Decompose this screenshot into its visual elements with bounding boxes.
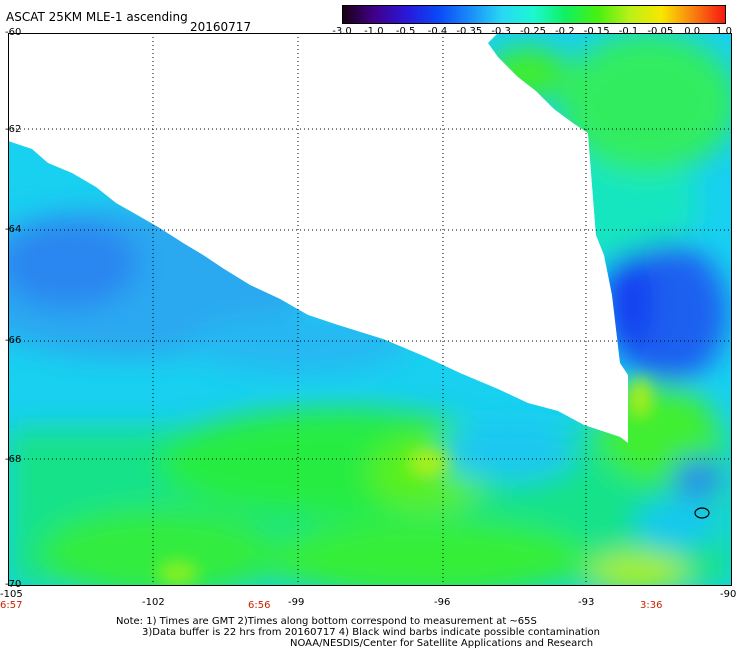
lon-label-90: -90 xyxy=(720,589,737,600)
colorbar-tick-label: -3.0 xyxy=(332,26,352,37)
time-label-mid: 6:56 xyxy=(248,600,271,611)
product-title: ASCAT 25KM MLE-1 ascending xyxy=(6,10,188,24)
product-date: 20160717 xyxy=(190,20,252,34)
lat-label-64: -64 xyxy=(5,224,22,235)
colorbar-tick-label: -0.35 xyxy=(456,26,483,37)
lat-label-68: -68 xyxy=(5,454,22,465)
time-label-right: 3:36 xyxy=(640,600,663,611)
map-frame xyxy=(8,33,732,586)
lon-label-93: -93 xyxy=(578,597,595,608)
colorbar-tick-label: 1.0 xyxy=(716,26,732,37)
data-swath xyxy=(8,33,732,586)
colorbar-tick-label: -0.15 xyxy=(583,26,610,37)
colorbar-tick-label: 0.0 xyxy=(684,26,701,37)
note-line-1: Note: 1) Times are GMT 2)Times along bot… xyxy=(116,616,537,627)
wind-speed-map xyxy=(8,33,732,586)
lat-label-70: -70 xyxy=(5,579,22,590)
lat-lon-grid xyxy=(8,33,732,586)
colorbar xyxy=(342,5,726,24)
lon-label-99: -99 xyxy=(288,597,305,608)
colorbar-tick-label: -0.25 xyxy=(520,26,546,37)
colorbar-gradient xyxy=(343,6,725,23)
note-line-2: 3)Data buffer is 22 hrs from 20160717 4)… xyxy=(142,627,600,638)
colorbar-tick-label: -0.5 xyxy=(395,26,416,37)
lon-label-102: -102 xyxy=(142,597,165,608)
note-line-3: NOAA/NESDIS/Center for Satellite Applica… xyxy=(290,638,594,649)
colorbar-tick-label: -0.1 xyxy=(618,26,639,37)
colorbar-tick-label: -0.3 xyxy=(491,26,511,37)
lat-label-60: -60 xyxy=(5,27,22,38)
time-label-left: 6:57 xyxy=(0,600,23,611)
contamination-marker xyxy=(694,507,710,519)
colorbar-tick-label: -0.2 xyxy=(555,26,575,37)
lon-label-105: -105 xyxy=(0,589,23,600)
lat-label-62: -62 xyxy=(5,124,22,135)
colorbar-tick-label: -0.4 xyxy=(427,26,448,37)
lon-label-96: -96 xyxy=(434,597,451,608)
colorbar-tick-label: -0.05 xyxy=(647,26,674,37)
colorbar-tick-label: -1.0 xyxy=(364,26,384,37)
lat-label-66: -66 xyxy=(5,335,22,346)
